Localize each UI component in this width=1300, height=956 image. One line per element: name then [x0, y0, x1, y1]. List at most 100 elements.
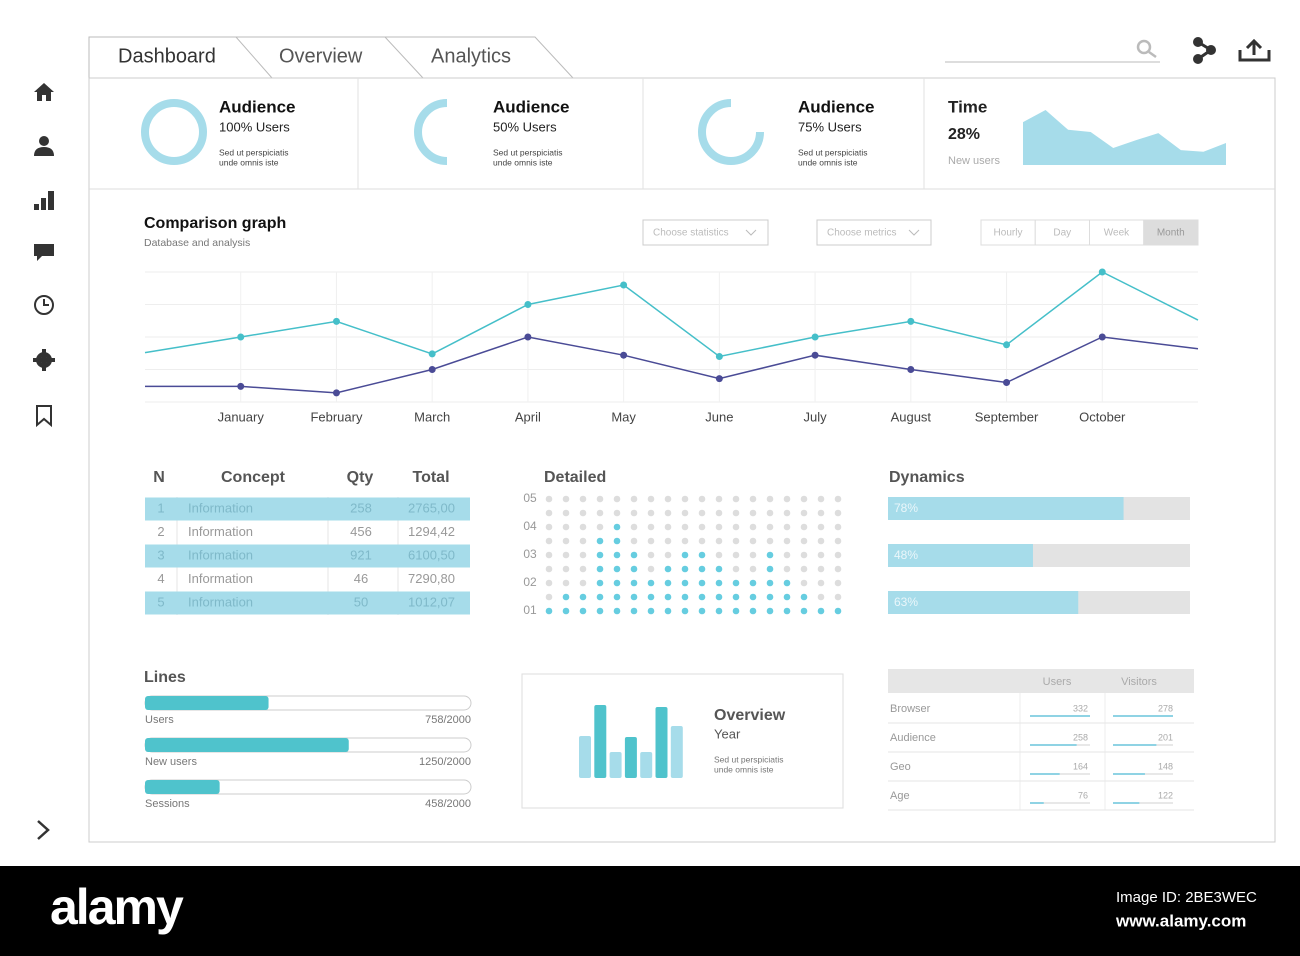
line-point — [620, 351, 628, 359]
dot — [545, 523, 553, 531]
table-cell: Browser — [890, 703, 931, 715]
home-icon[interactable] — [34, 83, 54, 101]
expand-icon[interactable] — [37, 820, 50, 840]
dropdown[interactable] — [642, 219, 769, 246]
line-point — [715, 375, 723, 383]
dot — [545, 607, 553, 615]
ring — [414, 99, 448, 165]
dot — [681, 607, 689, 615]
tab[interactable]: Analytics — [431, 45, 511, 67]
dot — [681, 537, 689, 545]
progress-bar — [888, 497, 1124, 520]
tab[interactable]: Dashboard — [118, 45, 216, 67]
messages-icon[interactable] — [34, 244, 54, 261]
kpi-note: unde omnis iste — [493, 157, 553, 167]
kpi-note: New users — [948, 155, 1000, 167]
table-bar-track — [1113, 802, 1173, 804]
period-button[interactable] — [1143, 219, 1199, 246]
dot — [783, 495, 791, 503]
dot — [783, 593, 791, 601]
dot — [562, 607, 570, 615]
table-cell: 6100,50 — [408, 547, 455, 562]
search-icon[interactable] — [1136, 39, 1157, 59]
bookmark-icon[interactable] — [36, 405, 52, 428]
dot — [647, 565, 655, 573]
period-button[interactable] — [980, 219, 1036, 246]
dot — [800, 537, 808, 545]
table-value: 148 — [1158, 761, 1173, 771]
dot — [834, 551, 842, 559]
line-point — [907, 366, 915, 373]
table-cell: 456 — [350, 524, 372, 539]
dot — [596, 579, 604, 587]
dot — [681, 509, 689, 517]
dot-column — [613, 495, 621, 615]
dot-column — [647, 495, 655, 615]
dot-column — [749, 495, 757, 615]
y-tick-label: 05 — [523, 491, 537, 505]
table-row-highlight — [145, 591, 470, 615]
table-bar — [1113, 715, 1173, 717]
ring — [141, 99, 207, 165]
dot-column — [664, 495, 672, 615]
card-subtitle: Year — [714, 726, 741, 741]
dot-column — [800, 495, 808, 615]
dot — [613, 495, 621, 503]
x-tick-label: March — [414, 409, 450, 424]
dot — [783, 607, 791, 615]
kpi-note: Sed ut perspiciatis — [798, 147, 867, 157]
dot-column — [562, 495, 570, 615]
table-cell: 1012,07 — [408, 594, 455, 609]
dot — [596, 509, 604, 517]
share-icon[interactable] — [1193, 37, 1216, 64]
period-label: Week — [1104, 228, 1130, 239]
user-icon[interactable] — [34, 136, 54, 156]
table-row-highlight — [145, 497, 470, 521]
table-cell: Information — [188, 594, 253, 609]
dot — [766, 495, 774, 503]
dot — [800, 551, 808, 559]
dot — [817, 523, 825, 531]
dot — [766, 593, 774, 601]
line-point — [811, 333, 819, 341]
dropdown-label: Choose statistics — [653, 228, 729, 239]
dot — [817, 509, 825, 517]
progress-label: 48% — [894, 548, 918, 562]
table-header: Visitors — [1121, 676, 1157, 688]
line-point — [524, 301, 532, 308]
dot — [817, 551, 825, 559]
kpi-note: Sed ut perspiciatis — [493, 147, 562, 157]
dot — [834, 537, 842, 545]
stats-icon[interactable] — [34, 191, 54, 210]
dot — [698, 509, 706, 517]
dot — [579, 509, 587, 517]
dot — [715, 537, 723, 545]
dot — [749, 565, 757, 573]
table-cell: Information — [188, 500, 253, 515]
history-icon[interactable] — [34, 295, 54, 315]
dot — [579, 537, 587, 545]
dot — [800, 495, 808, 503]
dot — [562, 593, 570, 601]
tab[interactable]: Overview — [279, 45, 363, 67]
settings-icon[interactable] — [33, 349, 55, 371]
dot — [681, 551, 689, 559]
dot — [664, 607, 672, 615]
dot — [715, 495, 723, 503]
dot — [800, 565, 808, 573]
table-cell: Information — [188, 547, 253, 562]
dot — [698, 537, 706, 545]
kpi-note: unde omnis iste — [798, 157, 858, 167]
dot — [698, 495, 706, 503]
dot-column — [783, 495, 791, 615]
sparkline-area — [1023, 110, 1226, 165]
upload-icon[interactable] — [1238, 38, 1271, 62]
dot — [596, 607, 604, 615]
period-button[interactable] — [1034, 219, 1090, 246]
dot — [545, 579, 553, 587]
kpi-title: Time — [948, 97, 987, 116]
dot — [698, 607, 706, 615]
dot — [579, 593, 587, 601]
dot — [562, 537, 570, 545]
dot — [732, 509, 740, 517]
